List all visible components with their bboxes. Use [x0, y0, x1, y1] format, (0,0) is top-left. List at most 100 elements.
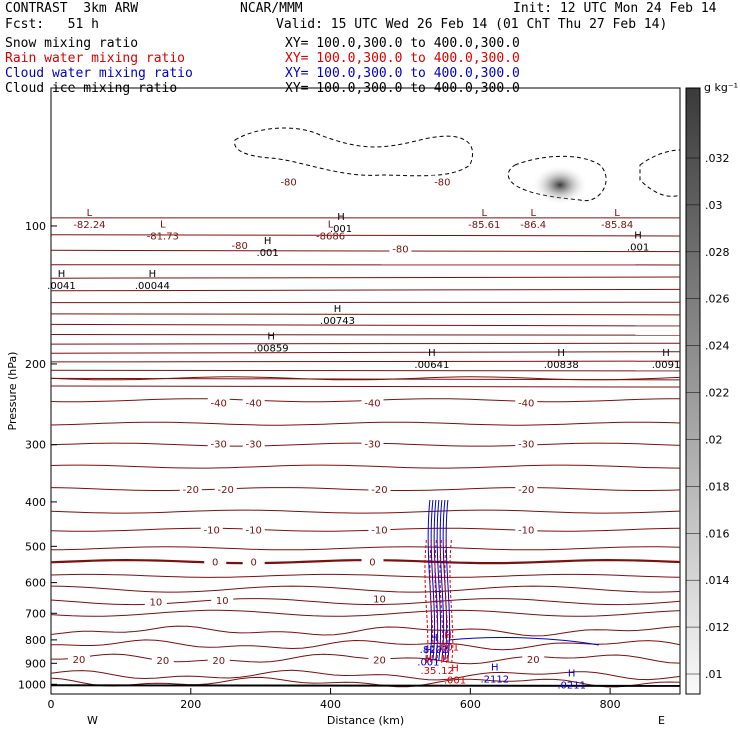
extremum-marker: H — [557, 348, 565, 359]
isotherm-line-upper — [50, 360, 681, 363]
isotherm-label-bg — [207, 396, 230, 408]
cloud-ice-contour — [507, 155, 607, 202]
isotherm-label: -30 — [211, 439, 227, 450]
extremum-marker: L — [482, 208, 488, 219]
isotherm-line-upper — [50, 333, 681, 336]
extremum-value: .00743 — [320, 316, 355, 327]
legend-cloud-water: Cloud water mixing ratio — [5, 66, 193, 81]
isotherm-line — [50, 639, 681, 651]
isotherm-label-bg — [207, 653, 230, 665]
isotherm-line-upper — [50, 313, 681, 316]
extremum-marker: H — [568, 668, 576, 679]
isotherm-label: -40 — [364, 399, 380, 410]
isotherm-label: -30 — [246, 439, 262, 450]
isotherm-line — [50, 669, 681, 681]
isotherm-line — [51, 653, 681, 665]
y-tick-label: 800 — [25, 634, 46, 647]
extremum-value: -85.84 — [601, 220, 633, 231]
isotherm-label-bg — [228, 238, 251, 250]
isotherm-label-bg — [361, 437, 384, 449]
isotherm-label: -20 — [218, 485, 234, 496]
extremum-value: .001 — [330, 224, 352, 235]
isotherm-label: -20 — [183, 485, 199, 496]
colorbar-tick-label: .03 — [705, 199, 723, 212]
extremum-value: -8686 — [316, 232, 345, 243]
isotherm-line-upper — [50, 288, 681, 292]
x-tick-label: 400 — [320, 698, 341, 711]
isotherm-label-bg — [368, 653, 391, 665]
colorbar-tick-label: .018 — [705, 480, 730, 493]
isotherm-label: -10 — [518, 526, 534, 537]
colorbar-tick-label: .01 — [705, 668, 723, 681]
x-tick-label: 0 — [48, 698, 55, 711]
isotherm-label: 20 — [212, 656, 225, 667]
y-tick-label: 200 — [25, 358, 46, 371]
extremum-value: -81.73 — [147, 232, 179, 243]
colorbar-tick-label: .032 — [705, 152, 730, 165]
extremum-marker: H — [264, 236, 272, 247]
isotherm-label-bg — [67, 652, 90, 664]
isotherm-line — [50, 609, 681, 617]
extremum-marker: H — [444, 630, 452, 641]
isotherm-label: -30 — [518, 439, 534, 450]
snow-max-shading — [532, 165, 588, 205]
isotherm-label-bg — [389, 242, 412, 254]
isotherm-line — [50, 509, 681, 514]
isotherm-label-bg — [515, 396, 538, 408]
extremum-marker: H — [149, 269, 157, 280]
isotherm-label: -20 — [371, 485, 387, 496]
forecast-hour: Fcst: 51 h — [5, 17, 99, 32]
isotherm-label: 10 — [149, 598, 162, 609]
isotherm-label-bg — [277, 175, 300, 187]
isotherm-line — [50, 527, 681, 532]
x-tick-label: 800 — [600, 698, 621, 711]
extremum-value: .00641 — [414, 360, 449, 371]
legend-snow: Snow mixing ratio — [5, 36, 139, 51]
isotherm-label-bg — [242, 437, 265, 449]
isotherm-label: -80 — [434, 178, 450, 189]
extremum-value: .35 — [420, 666, 436, 677]
extremum-marker: H — [337, 212, 345, 223]
isotherm-label-bg — [515, 437, 538, 449]
extremum-value: .001 — [417, 657, 439, 668]
y-tick-label: 1000 — [18, 678, 46, 691]
extremum-value: .001 — [437, 642, 459, 653]
rain-water-contour — [449, 539, 454, 666]
isotherm-line-upper — [50, 323, 681, 327]
colorbar-tick-label: .012 — [705, 621, 730, 634]
rain-water-contour — [424, 539, 429, 666]
extremum-value: .00838 — [544, 360, 579, 371]
colorbar-tick-label: .02 — [705, 433, 723, 446]
colorbar-tick-label: .026 — [705, 293, 730, 306]
extremum-value: .001 — [444, 675, 466, 686]
isotherm-label: -20 — [518, 485, 534, 496]
extremum-marker: L — [160, 220, 166, 231]
extremum-marker: H — [425, 645, 433, 656]
x-tick-label: 600 — [460, 698, 481, 711]
isotherm-label: 0 — [369, 558, 375, 569]
y-tick-label: 600 — [25, 577, 46, 590]
extremum-value: .12 — [438, 666, 454, 677]
isotherm-label: -10 — [246, 526, 262, 537]
extremum-marker: H — [634, 231, 642, 242]
isotherm-label-bg — [151, 653, 174, 665]
extremum-value: -82.24 — [73, 220, 105, 231]
cloud-ice-contour — [639, 149, 681, 197]
extremum-marker: H — [334, 304, 342, 315]
isotherm-line — [50, 376, 681, 381]
y-tick-label: 300 — [25, 439, 46, 452]
y-tick-label: 100 — [25, 220, 46, 233]
y-axis-label: Pressure (hPa) — [6, 352, 19, 431]
isotherm-label: 20 — [373, 655, 386, 666]
isotherm-line-upper — [50, 234, 681, 237]
model-title: CONTRAST 3km ARW — [5, 1, 139, 16]
extremum-marker: H — [442, 654, 450, 665]
legend-cloud-water-xy: XY= 100.0,300.0 to 400.0,300.0 — [285, 66, 520, 81]
isotherm-label-bg — [361, 396, 384, 408]
isotherm-label: 0 — [212, 558, 218, 569]
colorbar-tick-label: .022 — [705, 387, 730, 400]
isotherm-label-bg — [200, 523, 223, 535]
extremum-marker: H — [430, 633, 438, 644]
extremum-value: -85.61 — [468, 220, 500, 231]
